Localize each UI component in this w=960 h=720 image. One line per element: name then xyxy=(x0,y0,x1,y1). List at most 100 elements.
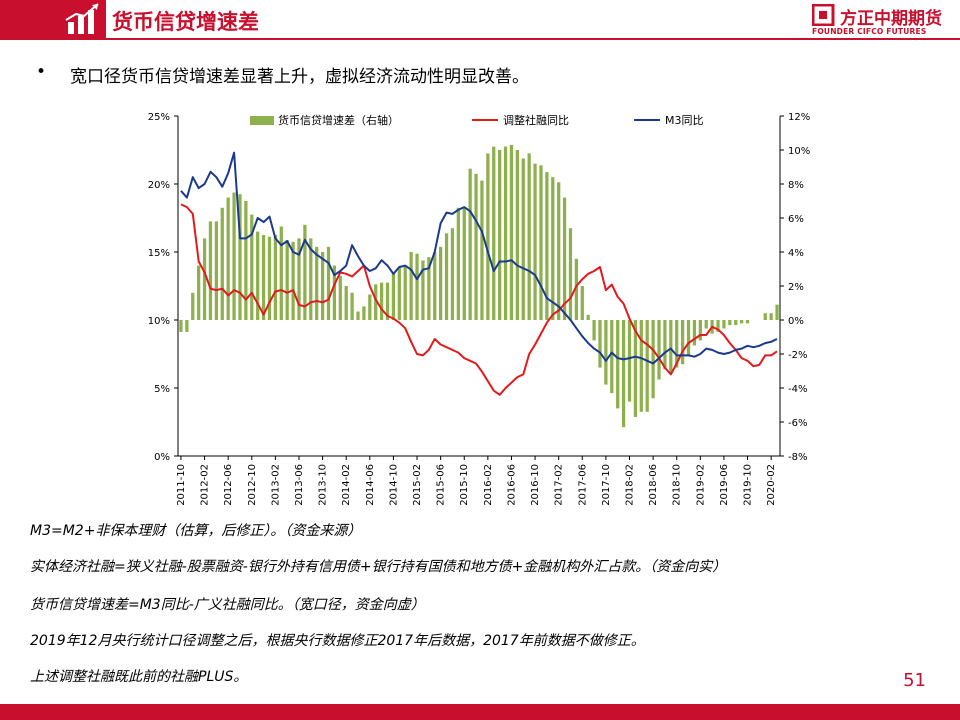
spread-bar xyxy=(208,221,213,320)
spread-bar xyxy=(320,252,325,320)
header-divider xyxy=(0,38,960,40)
spread-bar xyxy=(379,282,384,320)
spread-bar xyxy=(616,320,620,409)
left-tick-label: 0% xyxy=(154,452,170,463)
spread-bar xyxy=(250,214,254,320)
right-tick-label: -8% xyxy=(788,452,807,463)
footer-bar xyxy=(0,704,960,720)
note-3: 货币信贷增速差=M3同比-广义社融同比。（宽口径，资金向虚） xyxy=(30,597,425,613)
spread-bar xyxy=(586,314,590,320)
spread-bar xyxy=(202,238,207,320)
x-tick-label: 2012-02 xyxy=(200,464,211,506)
spread-bar xyxy=(474,173,478,320)
bullet-text: 宽口径货币信贷增速差显著上升，虚拟经济流动性明显改善。 xyxy=(70,67,529,87)
x-tick-label: 2018-10 xyxy=(672,464,683,506)
note-1: M3=M2+非保本理财（估算，后修正）。（资金来源） xyxy=(30,523,362,539)
spread-bar xyxy=(734,320,738,326)
right-tick-label: -4% xyxy=(788,384,807,395)
x-tick-label: 2014-06 xyxy=(365,464,376,506)
legend-red-label: 调整社融同比 xyxy=(503,113,569,127)
left-tick-label: 20% xyxy=(148,180,170,191)
x-tick-label: 2015-10 xyxy=(459,464,470,506)
spread-bar xyxy=(769,313,773,320)
spread-bar xyxy=(185,320,189,332)
x-tick-label: 2014-02 xyxy=(341,464,352,506)
x-tick-label: 2014-10 xyxy=(388,464,399,506)
x-tick-label: 2017-02 xyxy=(554,464,565,506)
spread-bar xyxy=(680,320,685,365)
spread-bar xyxy=(191,292,195,320)
spread-bar xyxy=(338,275,342,320)
spread-bar xyxy=(580,286,584,320)
spread-bar xyxy=(344,286,348,320)
spread-bar xyxy=(728,320,732,326)
spread-bar xyxy=(716,320,720,332)
spread-bar xyxy=(450,228,455,320)
left-tick-label: 25% xyxy=(148,112,170,123)
spread-bar xyxy=(486,153,490,320)
spread-bar xyxy=(592,320,596,341)
left-tick-label: 5% xyxy=(154,384,170,395)
spread-bar xyxy=(686,320,691,356)
spread-bar xyxy=(368,294,372,320)
spread-bar xyxy=(385,282,390,320)
legend-blue-label: M3同比 xyxy=(665,114,704,127)
spread-bar xyxy=(350,292,354,320)
spread-bar xyxy=(261,235,266,320)
note-5: 上述调整社融既此前的社融PLUS。 xyxy=(30,669,248,685)
spread-bar xyxy=(214,221,218,320)
spread-bar xyxy=(669,320,673,373)
spread-bar xyxy=(740,320,744,324)
spread-bar xyxy=(545,172,549,320)
x-tick-label: 2013-06 xyxy=(294,464,305,506)
spread-bar xyxy=(356,311,360,320)
left-tick-label: 15% xyxy=(148,248,170,259)
spread-bar xyxy=(503,146,508,320)
logo-text-en: FOUNDER CIFCO FUTURES xyxy=(812,27,927,36)
spread-bar xyxy=(645,320,649,412)
spread-bar xyxy=(480,180,484,320)
spread-bar xyxy=(663,320,667,370)
right-tick-label: 10% xyxy=(788,146,810,157)
spread-bar xyxy=(267,236,272,320)
x-tick-label: 2017-06 xyxy=(577,464,588,506)
spread-bar xyxy=(621,320,626,428)
spread-bar xyxy=(775,304,779,320)
spread-bar xyxy=(232,192,236,320)
spread-bar xyxy=(462,207,466,320)
spread-bar xyxy=(527,153,531,320)
spread-bar xyxy=(557,182,561,320)
spread-bar xyxy=(315,246,319,320)
spread-bar xyxy=(509,144,514,320)
x-tick-label: 2012-10 xyxy=(247,464,258,506)
spread-bar xyxy=(374,284,378,320)
spread-bar xyxy=(279,226,283,320)
spread-bar xyxy=(675,320,679,368)
bullet-dot-icon: • xyxy=(36,62,47,82)
spread-bar xyxy=(539,165,543,320)
spread-bar xyxy=(515,150,519,320)
spread-bar xyxy=(415,253,419,320)
x-tick-label: 2016-06 xyxy=(506,464,517,506)
spread-bar xyxy=(704,320,708,329)
x-tick-label: 2015-06 xyxy=(436,464,447,506)
x-tick-label: 2013-10 xyxy=(318,464,329,506)
spread-bar xyxy=(521,158,525,320)
spread-bar xyxy=(492,146,496,320)
spread-bar xyxy=(639,320,643,412)
spread-bar xyxy=(692,320,697,346)
spread-bar xyxy=(226,197,230,320)
spread-bar xyxy=(456,207,460,320)
spread-bar xyxy=(285,240,289,320)
spread-chart: 0% 5% 10% 15% 20% 25% -8% -6% -4% -2% 0% 2% 4% 6% 8% 10… xyxy=(148,112,810,506)
spread-bar xyxy=(562,197,567,320)
spread-bar xyxy=(604,320,608,385)
spread-bar xyxy=(468,168,472,320)
right-tick-label: -2% xyxy=(788,350,807,361)
spread-bar xyxy=(722,320,726,329)
note-4: 2019年12月央行统计口径调整之后，根据央行数据修正2017年后数据，2017… xyxy=(30,633,645,649)
right-tick-label: 8% xyxy=(788,180,804,191)
spread-bar xyxy=(627,320,632,402)
spread-bar xyxy=(303,224,307,320)
header-accent-block xyxy=(0,0,106,38)
